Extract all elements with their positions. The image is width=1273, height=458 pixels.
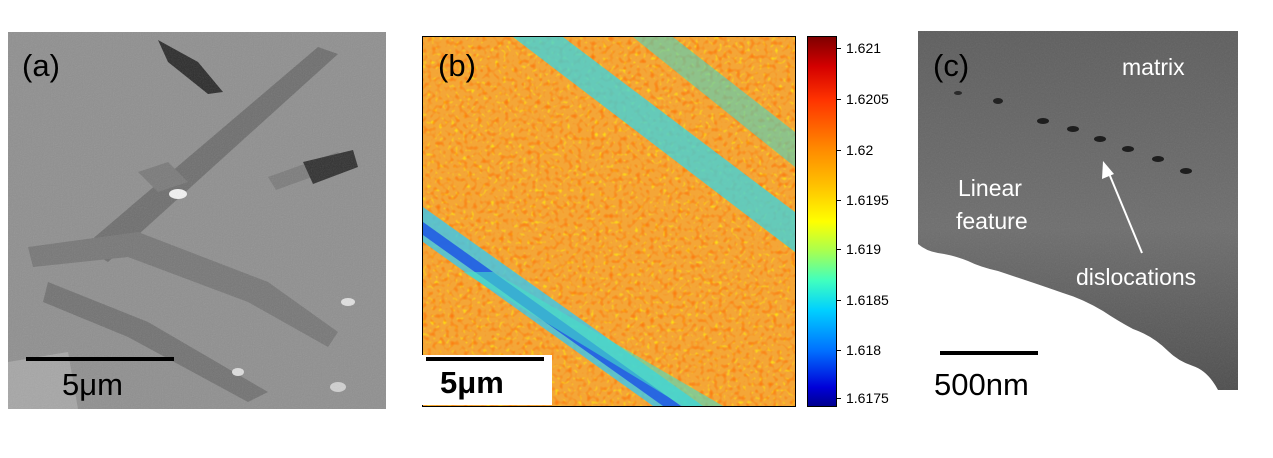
colorbar-tick-label: 1.6195 — [846, 192, 889, 208]
colorbar-tick — [836, 300, 841, 301]
color-map-panel — [422, 36, 796, 407]
linear-feature-label-line2: feature — [956, 208, 1028, 234]
scale-bar-a — [26, 357, 174, 361]
arrow-head-icon — [1102, 161, 1114, 179]
colorbar-tick — [836, 48, 841, 49]
arrow-line — [1107, 170, 1143, 254]
colorbar-tick-label: 1.618 — [846, 342, 882, 358]
scale-label-b: 5μm — [440, 365, 504, 400]
colorbar-tick — [836, 249, 841, 250]
scale-box-b — [422, 355, 552, 405]
panel-label-a: (a) — [22, 48, 60, 83]
colorbar — [807, 36, 837, 407]
colorbar-tick — [836, 350, 841, 351]
colorbar-tick-label: 1.6175 — [846, 390, 889, 406]
color-map-image — [423, 37, 795, 406]
scale-bar-c — [940, 351, 1038, 355]
panel-label-c: (c) — [933, 48, 970, 83]
scale-bar-b — [426, 357, 544, 361]
matrix-label: matrix — [1122, 54, 1185, 80]
colorbar-tick — [836, 150, 841, 151]
colorbar-tick-label: 1.62 — [846, 142, 874, 158]
colorbar-tick — [836, 398, 841, 399]
tem-image — [918, 31, 1238, 390]
dislocations-label: dislocations — [1076, 264, 1197, 290]
scale-label-a: 5μm — [62, 367, 123, 402]
colorbar-tick-label: 1.621 — [846, 40, 882, 56]
scale-label-c: 500nm — [934, 367, 1029, 402]
tem-micrograph-panel — [918, 31, 1238, 390]
colorbar-tick-label: 1.6205 — [846, 91, 889, 107]
colorbar-tick-label: 1.6185 — [846, 292, 889, 308]
linear-feature-label-line1: Linear — [958, 175, 1022, 201]
colorbar-tick-label: 1.619 — [846, 241, 882, 257]
colorbar-tick — [836, 200, 841, 201]
panel-label-b: (b) — [438, 48, 476, 83]
sem-image — [8, 32, 386, 409]
sem-micrograph-panel — [8, 32, 386, 409]
colorbar-tick — [836, 99, 841, 100]
